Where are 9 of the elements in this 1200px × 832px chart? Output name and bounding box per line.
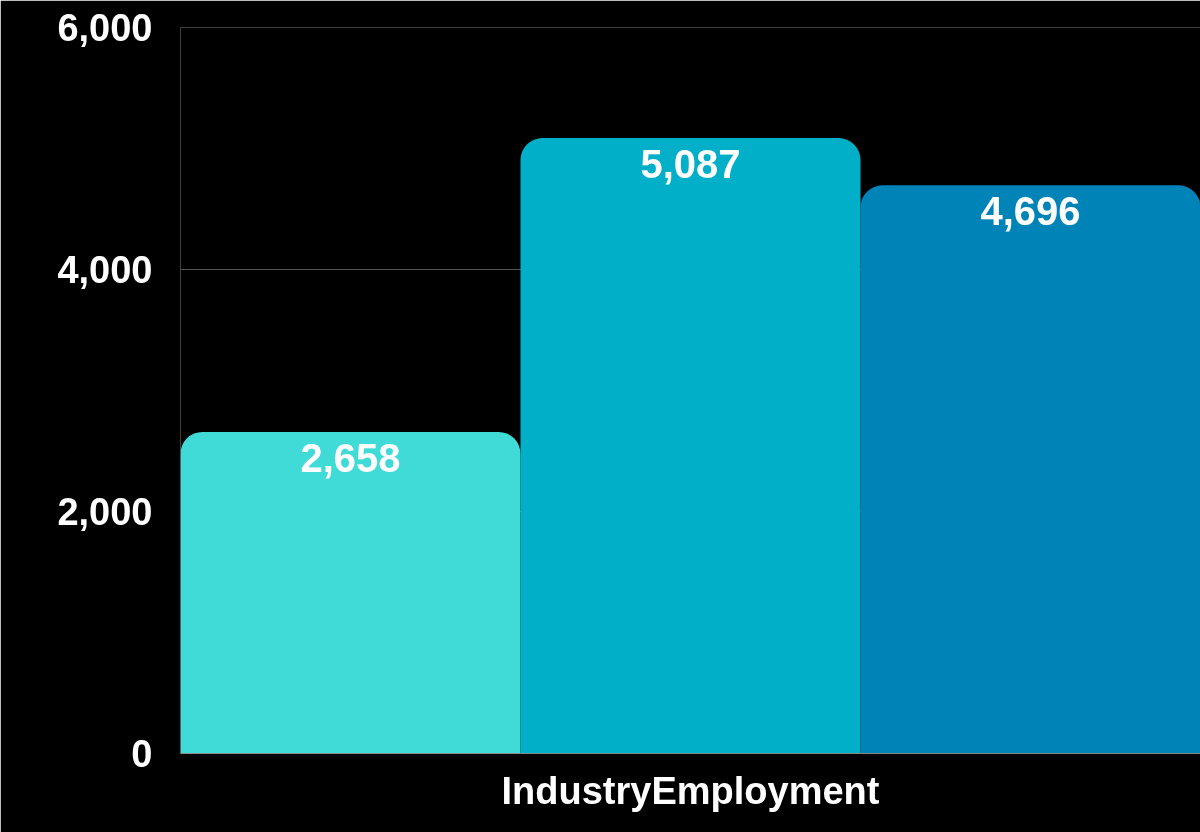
y-tick-label: 4,000 [57,249,153,291]
data-label: 4,696 [980,189,1081,234]
data-label: 5,087 [640,141,741,186]
bar [180,431,521,754]
y-tick-label: 0 [131,733,153,775]
data-label: 2,658 [300,435,401,480]
y-tick-label: 6,000 [57,7,153,49]
x-tick-label: IndustryEmployment [501,769,880,812]
y-tick-label: 2,000 [57,491,153,533]
